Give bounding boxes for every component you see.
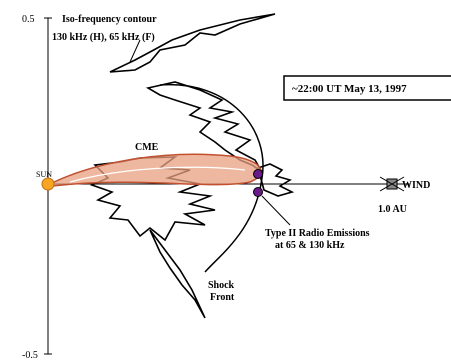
timestamp: ~22:00 UT May 13, 1997 — [292, 83, 407, 95]
axis-label: 0.5 — [22, 14, 35, 25]
wind-distance: 1.0 AU — [378, 204, 407, 215]
emission-point — [254, 188, 263, 197]
shock-label: Shock — [208, 280, 235, 291]
emission-point — [254, 170, 263, 179]
axis-label: -0.5 — [22, 350, 38, 361]
contour-title: Iso-frequency contour — [62, 14, 157, 25]
emissions-label: Type II Radio Emissions — [265, 228, 370, 239]
diagram: 0.5 -0.5 Iso-frequency contour 130 kHz (… — [0, 0, 451, 364]
emissions-label: at 65 & 130 kHz — [275, 240, 345, 251]
sun-label: SUN — [36, 170, 52, 179]
sun — [42, 178, 54, 190]
wind-label: WIND — [402, 180, 430, 191]
shock-label: Front — [210, 292, 235, 303]
cme-label: CME — [135, 142, 159, 153]
